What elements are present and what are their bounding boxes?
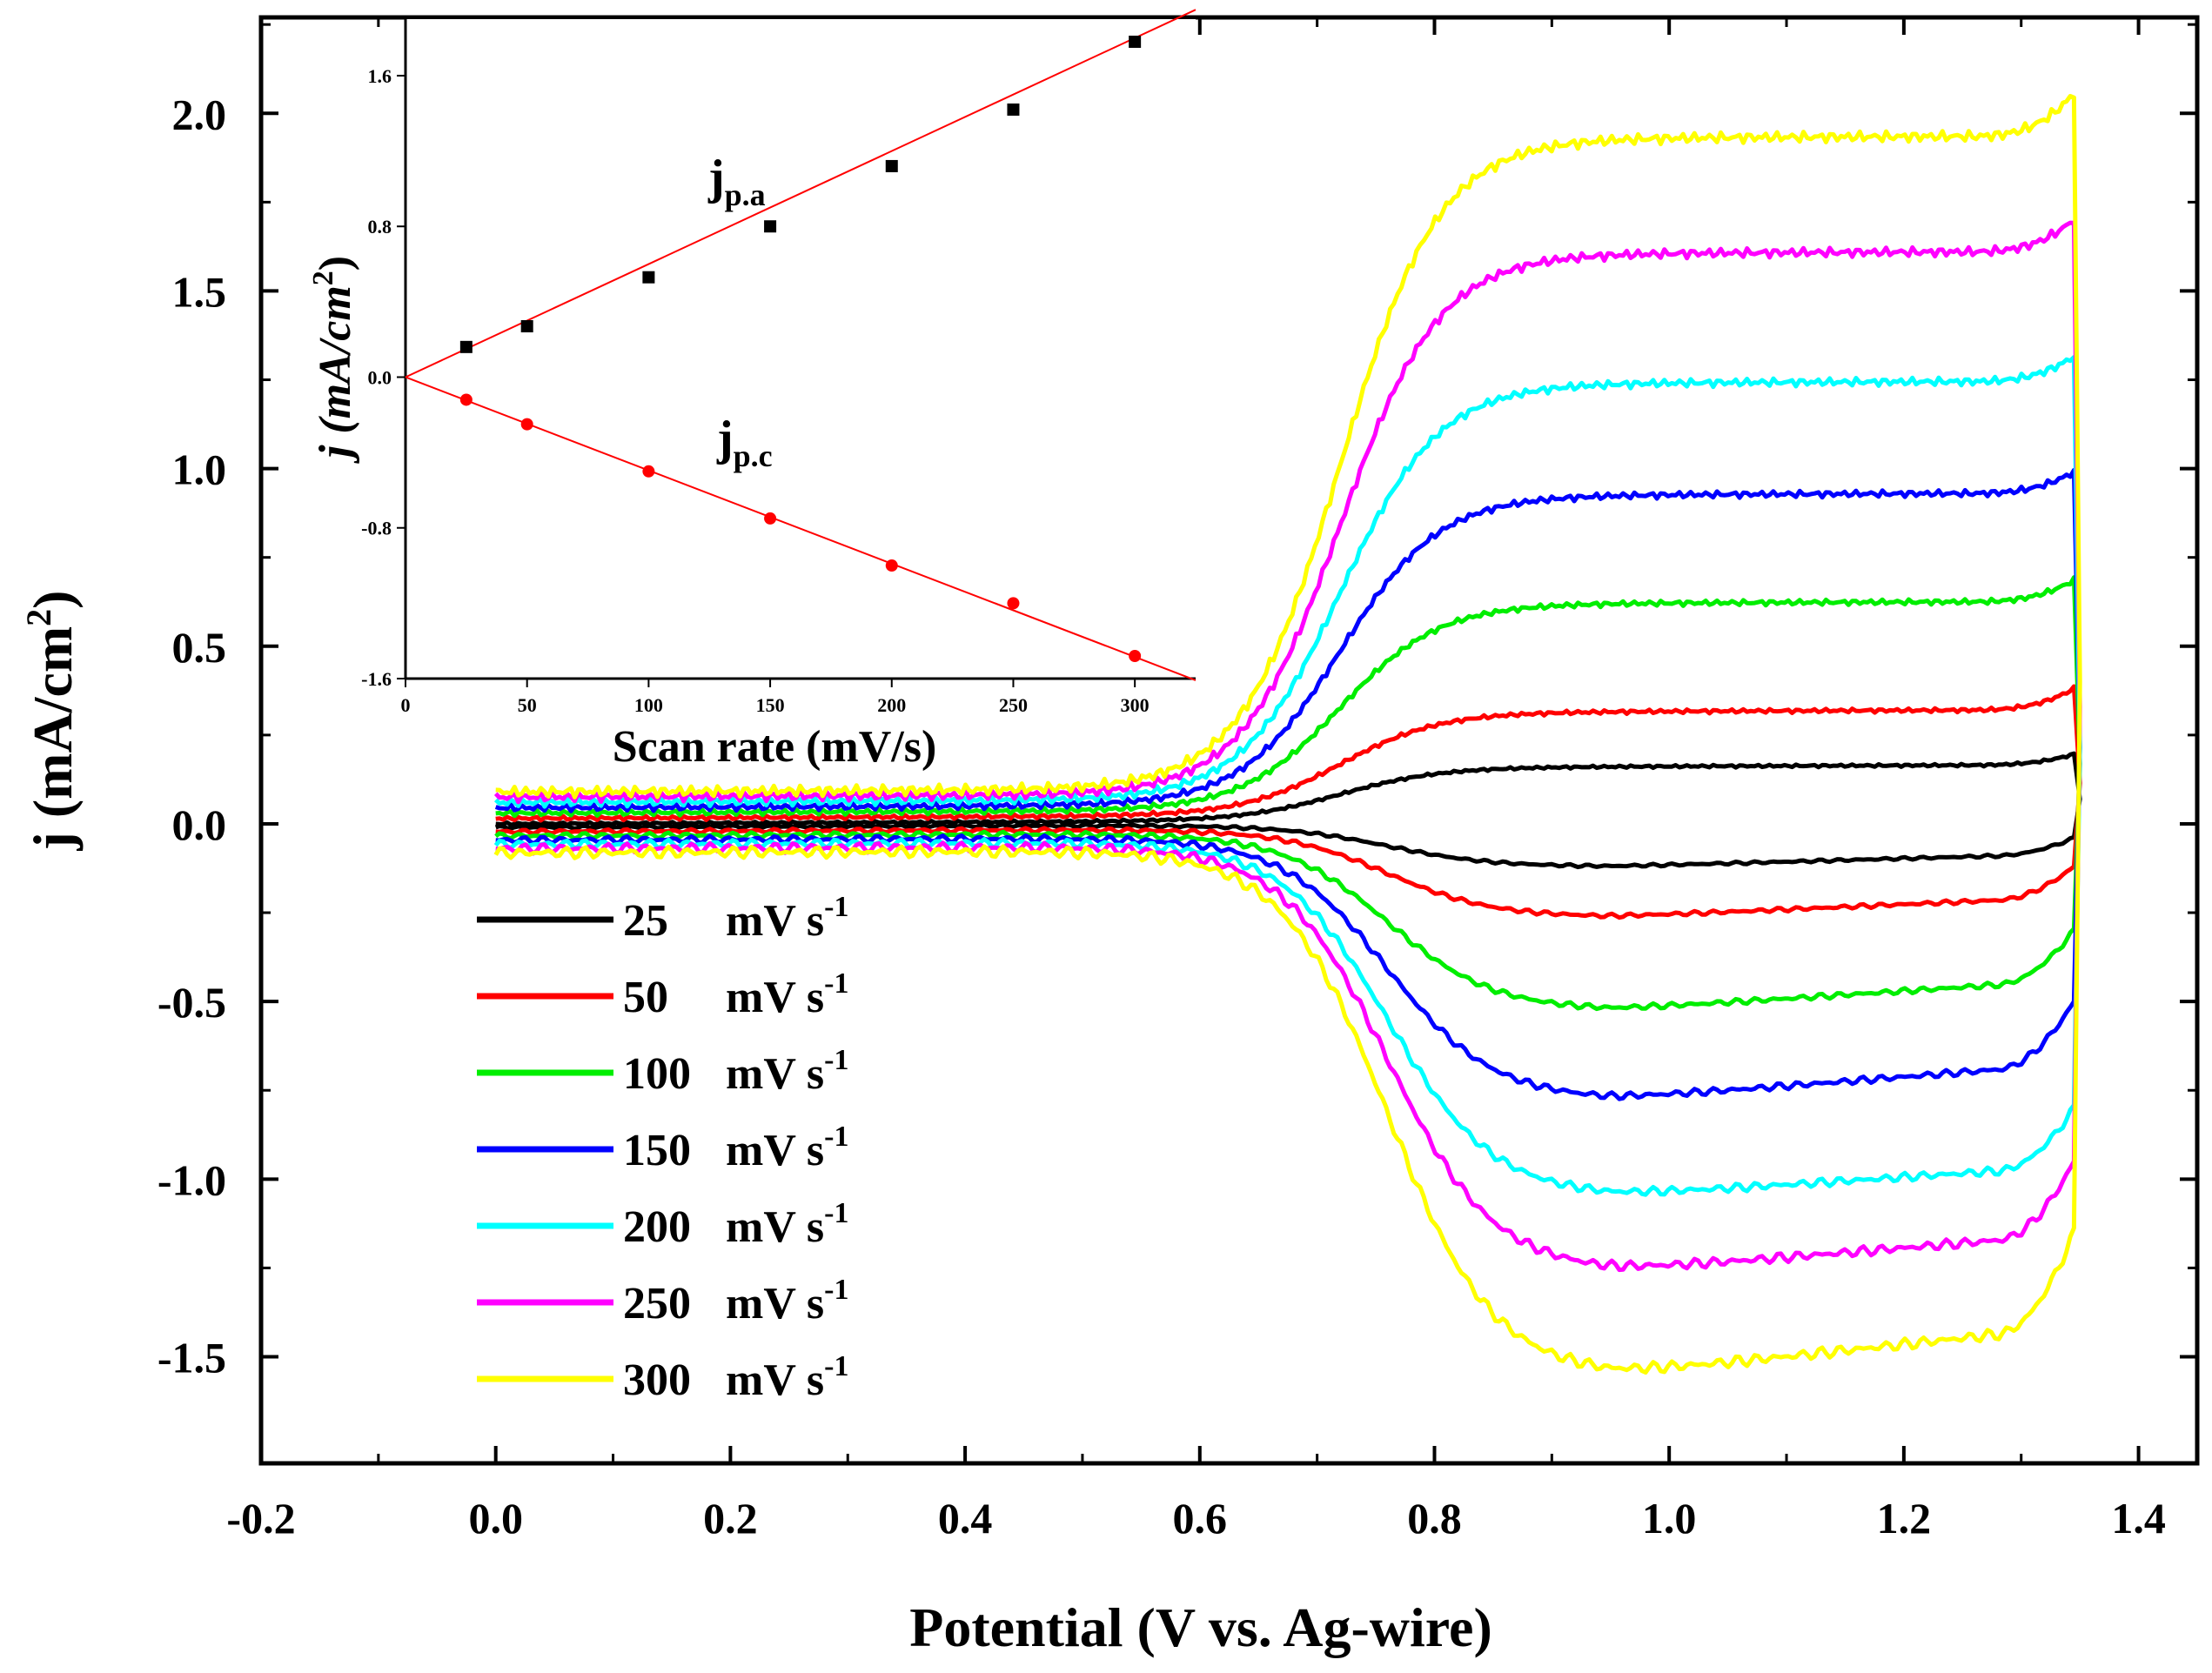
legend-unit-exponent: -1	[824, 967, 848, 1000]
inset-anodic-point	[520, 320, 533, 333]
main-plot-frame	[258, 15, 2200, 1466]
inset-anodic-point	[885, 159, 898, 172]
inset-x-tick-label: 0	[401, 694, 411, 716]
legend-rate: 200	[623, 1202, 691, 1252]
inset-y-axis-label: j (mA/cm2)	[307, 256, 360, 464]
legend-unit-exponent: -1	[824, 1121, 848, 1153]
inset-x-tick-label: 150	[756, 694, 785, 716]
main-x-axis: -0.2 0.0 0.2 0.4 0.6 0.8 1.0 1.2 1.4	[226, 17, 2166, 1543]
cathodic-peak-label: jp.c	[716, 412, 773, 473]
inset-y-tick-label: -1.6	[361, 668, 392, 690]
x-tick-label: 1.0	[1642, 1494, 1697, 1543]
y-tick-label: 0.5	[172, 623, 227, 672]
inset-anodic-point	[642, 271, 655, 284]
x-tick-label: -0.2	[226, 1494, 295, 1543]
legend-label-50: 50 mV s-1	[623, 967, 849, 1022]
legend-rate: 50	[623, 973, 668, 1022]
inset-cathodic-point	[520, 418, 533, 431]
x-tick-label: 0.4	[938, 1494, 993, 1543]
legend-unit-exponent: -1	[824, 1350, 848, 1382]
legend-label-250: 250 mV s-1	[623, 1274, 849, 1328]
x-tick-label: 1.4	[2111, 1494, 2166, 1543]
inset-cathodic-point	[1007, 597, 1020, 610]
inset-cathodic-point	[764, 512, 777, 525]
legend-label-100: 100 mV s-1	[623, 1044, 849, 1099]
inset-x-tick-label: 300	[1121, 694, 1150, 716]
main-curves	[493, 94, 2082, 1375]
main-x-axis-label: Potential (V vs. Ag-wire)	[909, 1596, 1492, 1658]
legend-unit: mV s	[726, 1049, 824, 1099]
inset-points	[459, 35, 1142, 663]
legend-unit-exponent: -1	[824, 1274, 848, 1306]
x-tick-label: 0.6	[1173, 1494, 1228, 1543]
inset-cathodic-point	[885, 559, 898, 572]
y-tick-label: 1.0	[172, 445, 227, 494]
inset-y-tick-label: 0.0	[368, 366, 392, 388]
inset-anodic-fit	[405, 9, 1196, 378]
y-tick-label: 1.5	[172, 267, 227, 316]
cv-curve-300	[493, 94, 2082, 1375]
main-y-axis-label: j (mA/cm2)	[19, 591, 84, 852]
y-tick-label: 2.0	[172, 90, 227, 138]
y-tick-label: 0.0	[172, 800, 227, 849]
x-tick-label: 1.2	[1877, 1494, 1932, 1543]
inset-y-tick-label: 0.8	[368, 216, 392, 238]
x-tick-label: 0.8	[1407, 1494, 1462, 1543]
legend-unit-exponent: -1	[824, 1197, 848, 1229]
legend-rate: 25	[623, 896, 668, 946]
anodic-peak-label: jp.a	[707, 151, 766, 212]
inset-x-tick-label: 250	[999, 694, 1028, 716]
inset-ticks: 0 50 100 150 200 250 300 -1.6 -0.8 0.0 0.8 1.6	[361, 65, 1149, 716]
inset-x-tick-label: 200	[877, 694, 906, 716]
inset-anodic-point	[459, 340, 473, 353]
inset-x-tick-label: 100	[634, 694, 663, 716]
legend-unit: mV s	[726, 1355, 824, 1405]
main-y-axis: -1.5 -1.0 -0.5 0.0 0.5 1.0 1.5 2.0	[158, 23, 2197, 1382]
inset-x-tick-label: 50	[518, 694, 537, 716]
legend-rate: 250	[623, 1279, 691, 1328]
inset-cathodic-point	[1129, 650, 1142, 663]
inset-anodic-point	[1129, 35, 1142, 48]
legend-unit: mV s	[726, 973, 824, 1022]
inset-x-axis-label: Scan rate (mV/s)	[613, 722, 937, 772]
x-tick-label: 0.0	[468, 1494, 523, 1543]
legend-unit-exponent: -1	[824, 891, 848, 923]
legend-unit-exponent: -1	[824, 1044, 848, 1076]
legend-label-300: 300 mV s-1	[623, 1350, 849, 1405]
legend-label-200: 200 mV s-1	[623, 1197, 849, 1252]
inset-cathodic-point	[459, 393, 473, 406]
inset-plot: 0 50 100 150 200 250 300 -1.6 -0.8 0.0 0.8 1.6 Scan…	[307, 9, 1196, 772]
y-tick-label: -0.5	[158, 978, 226, 1027]
inset-plot-frame	[406, 19, 1196, 679]
x-tick-label: 0.2	[703, 1494, 758, 1543]
legend-label-150: 150 mV s-1	[623, 1121, 849, 1175]
legend-rate: 300	[623, 1355, 691, 1405]
inset-anodic-point	[764, 220, 777, 233]
legend-unit: mV s	[726, 896, 824, 946]
legend-unit: mV s	[726, 1202, 824, 1252]
legend-unit: mV s	[726, 1279, 824, 1328]
y-tick-label: -1.0	[158, 1155, 226, 1204]
inset-anodic-point	[1007, 103, 1020, 116]
legend-unit: mV s	[726, 1126, 824, 1175]
legend-rate: 100	[623, 1049, 691, 1099]
legend-label-25: 25 mV s-1	[623, 891, 849, 946]
y-tick-label: -1.5	[158, 1333, 226, 1382]
legend-rate: 150	[623, 1126, 691, 1175]
inset-y-tick-label: 1.6	[368, 65, 392, 87]
inset-cathodic-fit	[405, 376, 1196, 681]
inset-cathodic-point	[642, 465, 655, 478]
inset-y-tick-label: -0.8	[361, 518, 392, 539]
inset-fit-lines	[405, 9, 1196, 681]
